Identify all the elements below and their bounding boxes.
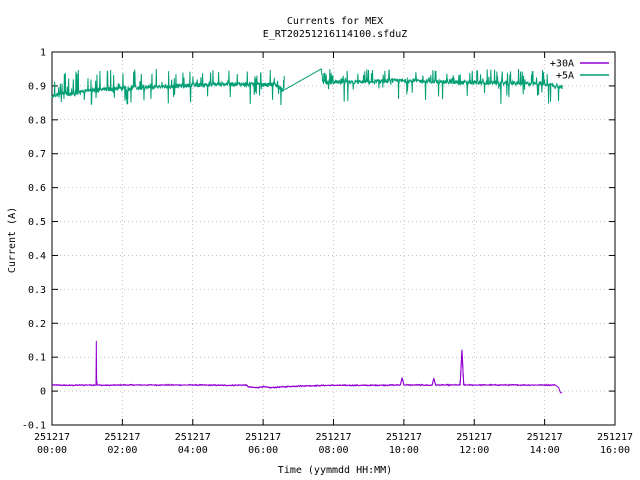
y-tick-label: 1	[40, 48, 46, 59]
axis-ticks: -0.1 0 0.1 0.2 0.3 0.4 0.5 0.6 0.7 0.8 0.9 1 251217 0…	[22, 48, 633, 457]
y-tick-label: 0.9	[28, 81, 46, 92]
legend: +30A+5A	[550, 59, 609, 82]
legend-label: +5A	[556, 71, 574, 82]
x-tick-label-date: 251217	[386, 432, 422, 443]
y-tick-label: 0.1	[28, 353, 46, 364]
chart-subtitle: E_RT20251216114100.sfduZ	[263, 29, 408, 40]
x-tick-label-date: 251217	[245, 432, 281, 443]
x-tick-label-time: 08:00	[318, 445, 348, 456]
y-tick-label: 0.4	[28, 251, 46, 262]
x-tick-label-time: 14:00	[530, 445, 560, 456]
x-tick-label-time: 00:00	[37, 445, 67, 456]
chart-title: Currents for MEX	[287, 16, 383, 27]
x-tick-label-date: 251217	[315, 432, 351, 443]
y-tick-label: 0.8	[28, 115, 46, 126]
y-tick-label: 0.6	[28, 183, 46, 194]
y-tick-label: 0.7	[28, 149, 46, 160]
y-axis-label: Current (A)	[7, 207, 18, 273]
x-tick-label-date: 251217	[34, 432, 70, 443]
x-tick-label-time: 10:00	[389, 445, 419, 456]
series-lines	[51, 68, 563, 394]
y-tick-label: -0.1	[22, 421, 46, 432]
y-tick-label: 0.2	[28, 319, 46, 330]
y-tick-label: 0.5	[28, 217, 46, 228]
x-tick-label-date: 251217	[527, 432, 563, 443]
x-tick-label-date: 251217	[597, 432, 633, 443]
x-tick-label-date: 251217	[175, 432, 211, 443]
x-tick-label-time: 06:00	[248, 445, 278, 456]
series-line-plus30a	[51, 340, 563, 394]
x-tick-label-time: 16:00	[600, 445, 630, 456]
y-tick-label: 0.3	[28, 285, 46, 296]
x-tick-label-time: 12:00	[459, 445, 489, 456]
y-tick-label: 0	[40, 387, 46, 398]
series-line-plus5a	[51, 68, 563, 106]
legend-label: +30A	[550, 59, 574, 70]
x-tick-label-date: 251217	[104, 432, 140, 443]
x-axis-label: Time (yymmdd HH:MM)	[278, 465, 392, 476]
x-tick-label-date: 251217	[456, 432, 492, 443]
x-tick-label-time: 02:00	[107, 445, 137, 456]
plot-frame	[51, 51, 616, 426]
x-tick-label-time: 04:00	[178, 445, 208, 456]
